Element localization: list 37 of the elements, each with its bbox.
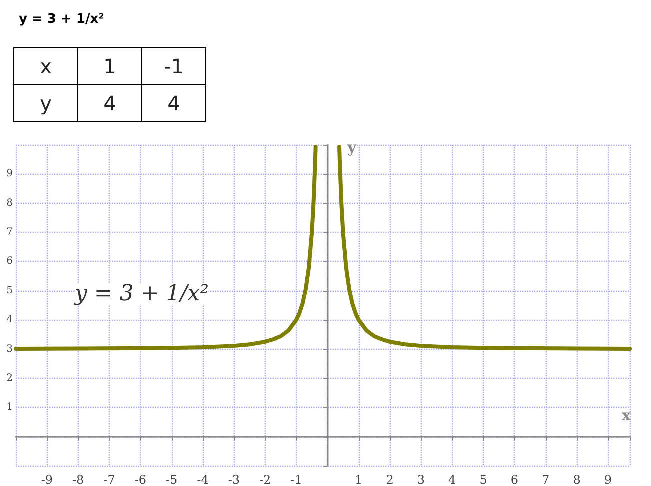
y-axis-title: y xyxy=(346,138,358,156)
text: -1 xyxy=(164,54,184,78)
text: 4 xyxy=(104,92,116,116)
y-tick-label: 8 xyxy=(6,198,13,209)
x-axis-title: x xyxy=(622,406,632,424)
x-tick-label: 2 xyxy=(386,473,394,486)
y-tick-label: 1 xyxy=(6,402,13,414)
x-tick-label: 3 xyxy=(417,473,425,486)
text: y xyxy=(40,92,52,116)
annotation: y = 3 + 1/x² xyxy=(74,282,209,306)
x-tick-label: 5 xyxy=(480,473,488,486)
x-tick-label: -6 xyxy=(134,473,147,486)
x-tick-label: 6 xyxy=(510,473,518,486)
y-tick-label: 5 xyxy=(6,285,13,296)
x-tick-label: 1 xyxy=(355,473,363,486)
y-tick-label: 6 xyxy=(6,256,13,268)
x-tick-label: -2 xyxy=(259,473,272,486)
x-tick-label: 4 xyxy=(448,473,457,486)
x-tick-label: -4 xyxy=(197,473,210,486)
x-tick-label: 7 xyxy=(542,473,550,486)
y-tick-label: 9 xyxy=(6,168,13,180)
x-tick-label: -1 xyxy=(290,473,302,486)
y-tick-label: 2 xyxy=(6,372,13,384)
text: 1 xyxy=(104,54,116,78)
text: 4 xyxy=(168,92,180,116)
x-tick-label: -5 xyxy=(166,473,178,486)
x-tick-label: -7 xyxy=(104,473,116,486)
x-tick-label: 8 xyxy=(573,473,581,486)
chart-title: y = 3 + 1/x² xyxy=(19,12,104,27)
x-tick-label: -8 xyxy=(72,473,84,486)
y-tick-label: 3 xyxy=(6,344,13,355)
x-tick-label: -9 xyxy=(41,473,54,486)
x-tick-label: -3 xyxy=(228,473,240,486)
text: x xyxy=(40,54,52,78)
x-tick-label: 9 xyxy=(604,473,612,486)
y-tick-label: 4 xyxy=(6,314,13,326)
y-tick-label: 7 xyxy=(6,227,13,238)
